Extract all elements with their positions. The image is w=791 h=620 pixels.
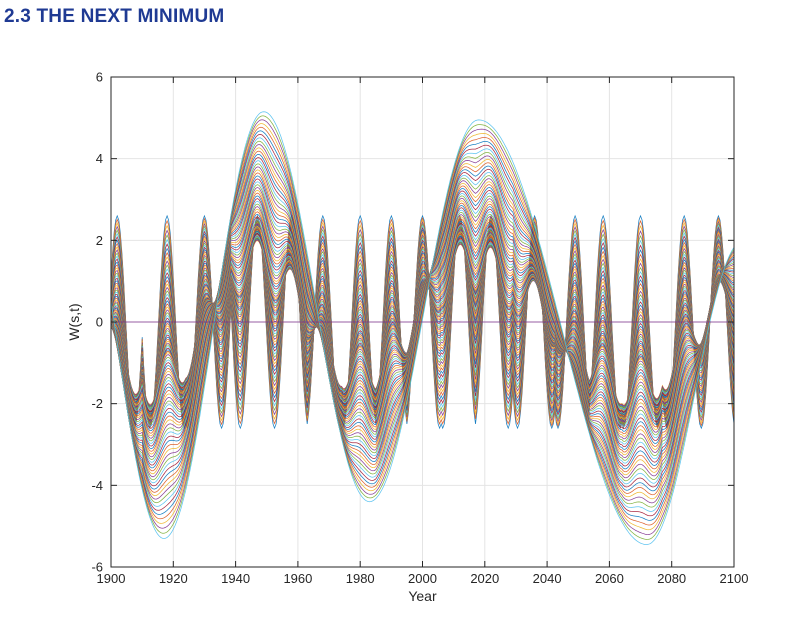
x-tick-label: 2100 [720, 571, 749, 586]
x-tick-label: 1920 [159, 571, 188, 586]
x-tick-label: 1980 [346, 571, 375, 586]
y-tick-label: 4 [96, 151, 103, 166]
section-heading: 2.3 THE NEXT MINIMUM [4, 6, 225, 27]
y-axis-label: W(s,t) [66, 303, 82, 340]
y-tick-label: 0 [96, 315, 103, 330]
series-lines [111, 111, 734, 545]
axis-ticks: 1900 1920 1940 1960 1980 2000 2020 2040 2060 2080… [91, 70, 748, 587]
y-tick-label: 2 [96, 233, 103, 248]
x-tick-label: 2020 [470, 571, 499, 586]
y-tick-label: 6 [96, 70, 103, 85]
y-tick-label: -2 [91, 396, 103, 411]
series-line [111, 111, 734, 545]
x-tick-label: 2040 [533, 571, 562, 586]
x-axis-label: Year [408, 588, 437, 604]
x-tick-label: 2060 [595, 571, 624, 586]
y-tick-label: -4 [91, 478, 103, 493]
x-tick-label: 1940 [221, 571, 250, 586]
x-tick-label: 1960 [283, 571, 312, 586]
x-tick-label: 2080 [657, 571, 686, 586]
x-tick-label: 2000 [408, 571, 437, 586]
x-tick-label: 1900 [97, 571, 126, 586]
y-tick-label: -6 [91, 560, 103, 575]
